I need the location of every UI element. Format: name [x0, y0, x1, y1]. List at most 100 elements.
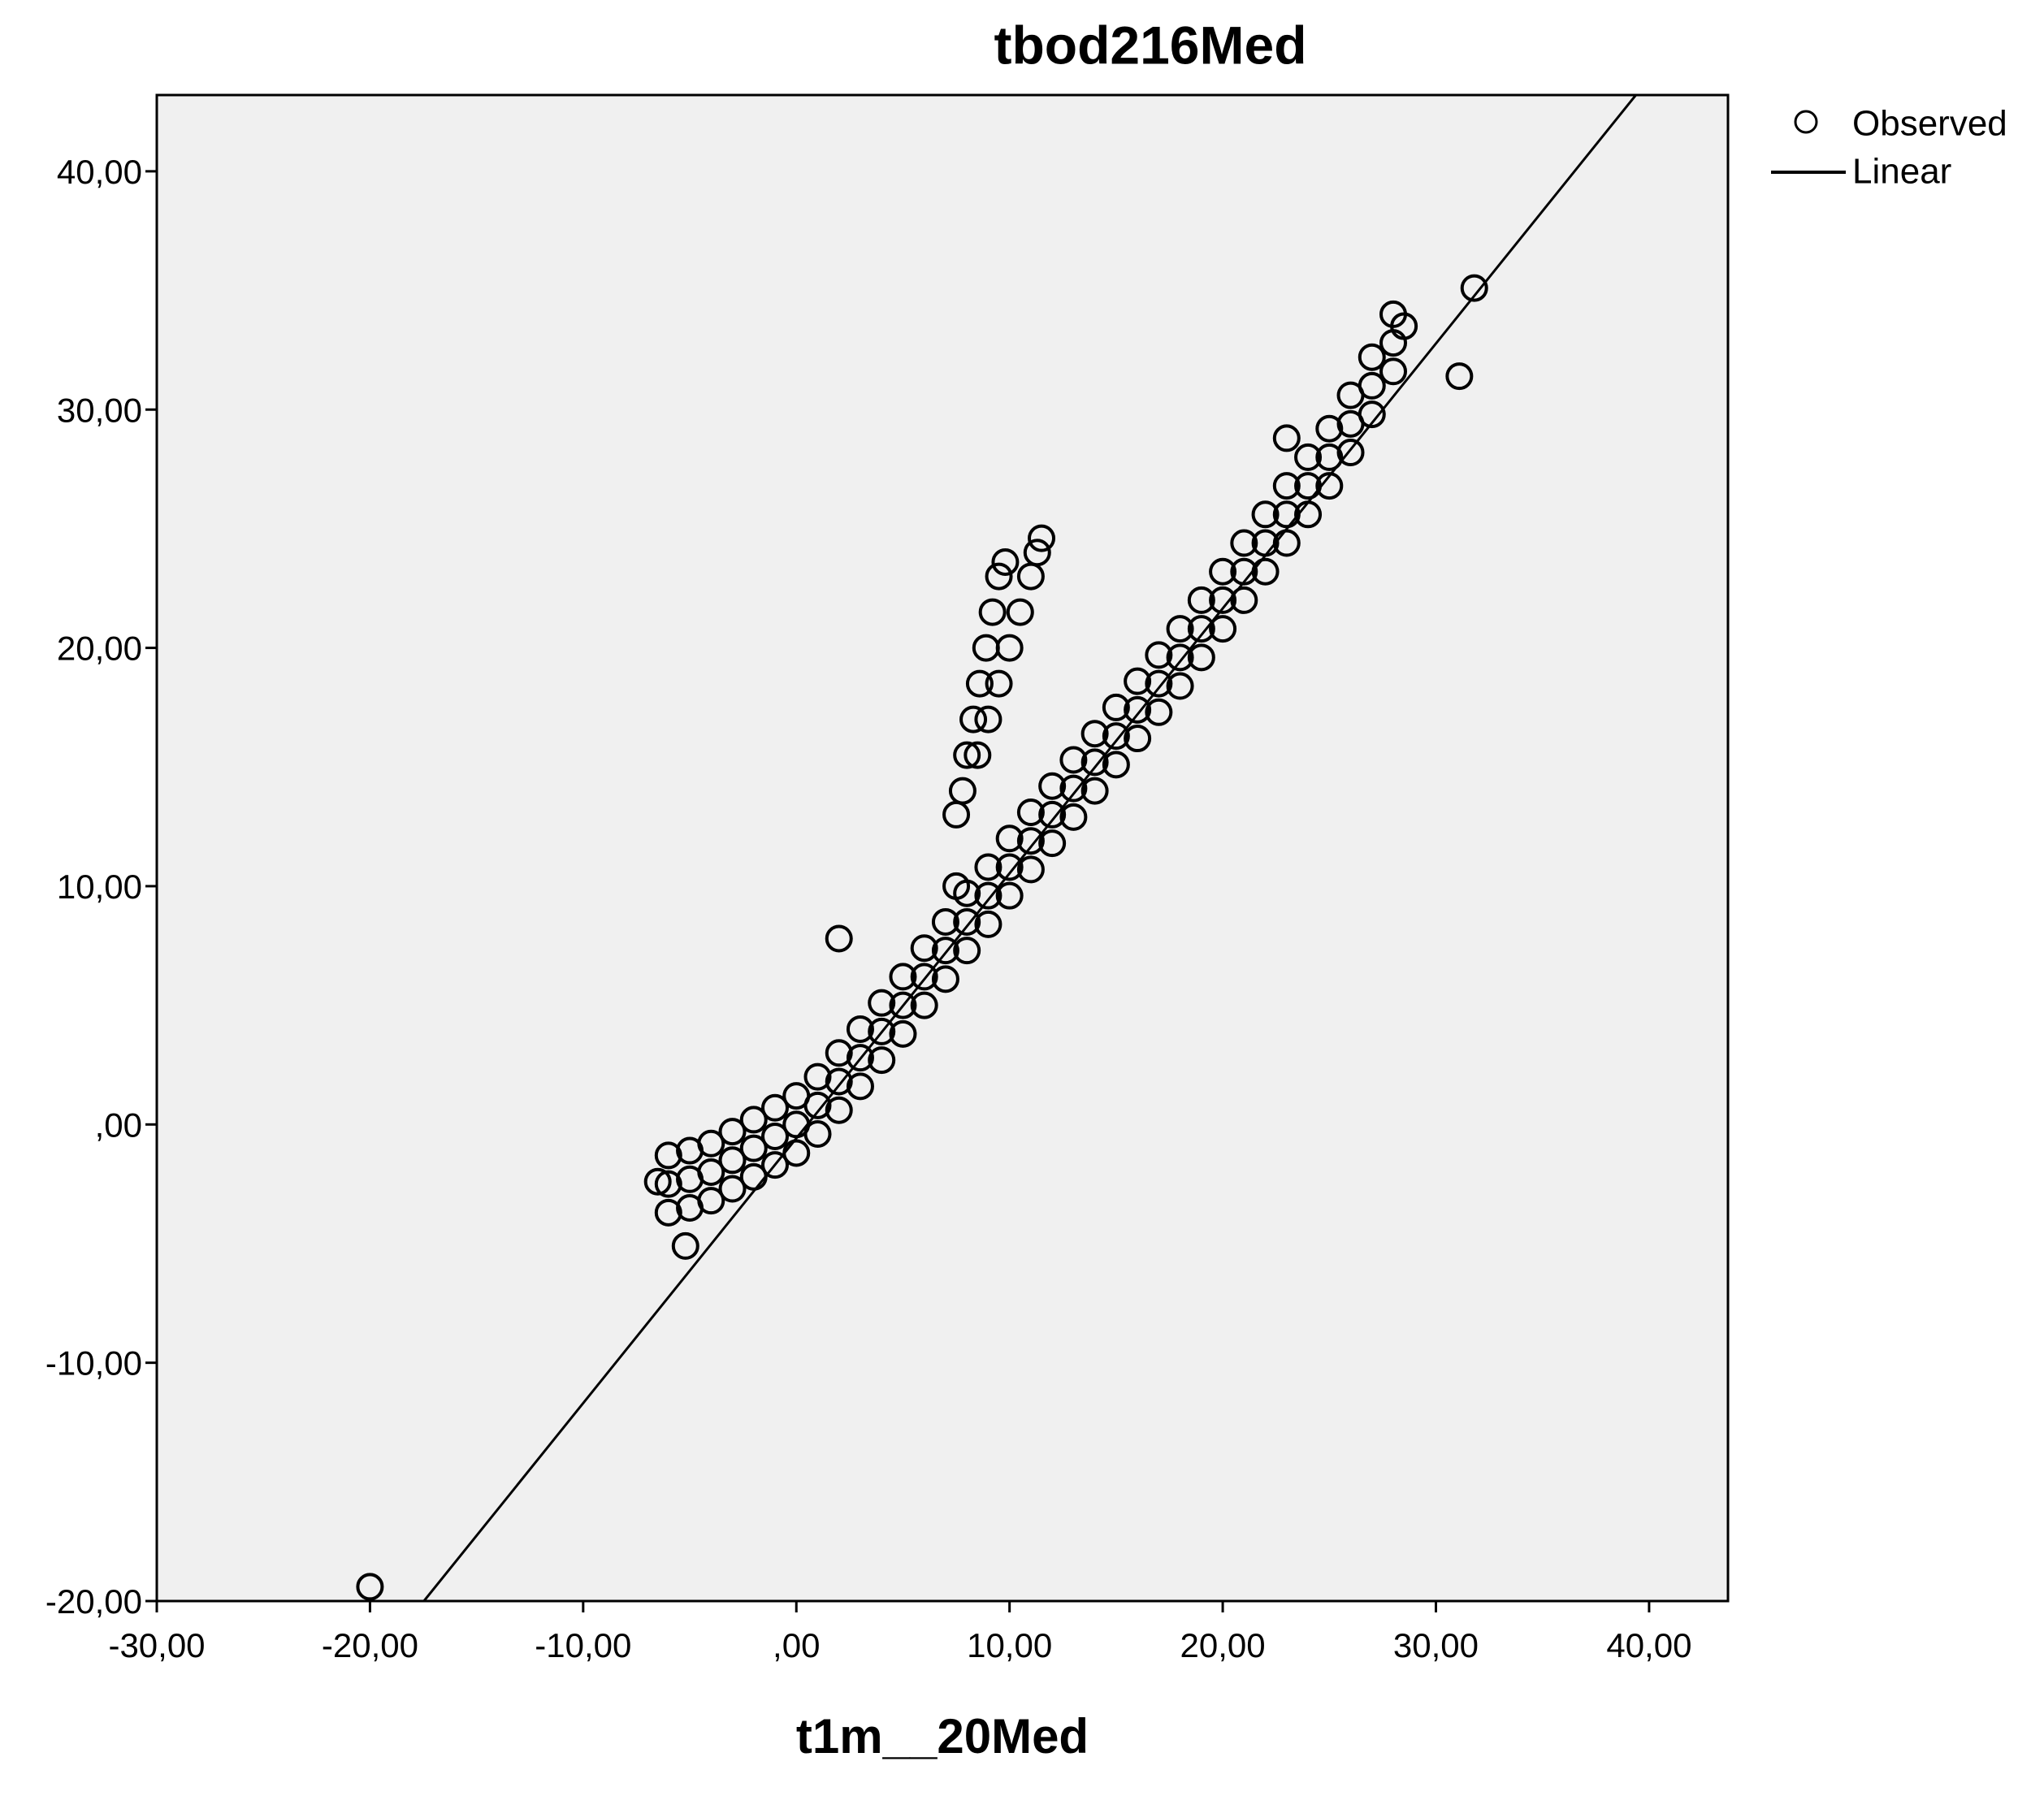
observed-point [846, 1015, 874, 1043]
observed-point [910, 934, 938, 963]
observed-point [964, 741, 992, 769]
observed-point [1315, 443, 1344, 471]
observed-point [654, 1141, 682, 1170]
observed-point [1016, 798, 1045, 826]
x-tick-label: ,00 [773, 1626, 820, 1664]
observed-point [910, 991, 938, 1019]
observed-point [1059, 746, 1088, 774]
x-tick-label: -30,00 [108, 1626, 205, 1664]
observed-point [1124, 667, 1152, 695]
marks [356, 95, 1637, 1601]
observed-point [1187, 586, 1215, 614]
observed-point [825, 924, 853, 953]
observed-point [1145, 669, 1173, 698]
observed-point [1124, 725, 1152, 753]
observed-point [953, 907, 981, 936]
x-tick-label: 30,00 [1393, 1626, 1479, 1664]
observed-point [697, 1187, 725, 1215]
observed-point [974, 881, 1003, 910]
observed-point [948, 777, 977, 805]
x-tick-label: 10,00 [967, 1626, 1052, 1664]
observed-point [931, 937, 959, 965]
observed-point [1315, 414, 1344, 443]
observed-point [697, 1129, 725, 1158]
fit-line [422, 95, 1637, 1601]
observed-point [1016, 827, 1045, 855]
observed-point [718, 1175, 747, 1203]
observed-point [1272, 424, 1301, 452]
observed-point [1230, 529, 1258, 557]
observed-point [697, 1158, 725, 1186]
observed-point [803, 1120, 832, 1149]
observed-point [1166, 643, 1194, 672]
observed-point [846, 1072, 874, 1101]
observed-point [1038, 829, 1067, 858]
observed-point [739, 1106, 768, 1134]
observed-point [1358, 343, 1386, 371]
observed-point [1294, 443, 1323, 471]
observed-point [1102, 722, 1130, 751]
y-tick-label: 30,00 [57, 391, 142, 429]
observed-point [974, 853, 1003, 881]
observed-point [1445, 362, 1474, 391]
observed-point [974, 705, 1003, 734]
observed-point [1315, 472, 1344, 500]
observed-point [739, 1134, 768, 1162]
observed-point [995, 824, 1024, 853]
observed-point [1124, 695, 1152, 724]
observed-point [1336, 439, 1365, 467]
observed-point [889, 963, 917, 991]
observed-point [931, 965, 959, 993]
observed-point [803, 1062, 832, 1091]
observed-point [1028, 524, 1056, 552]
y-tick-label: -10,00 [45, 1344, 142, 1383]
observed-point [978, 598, 1007, 626]
observed-point [356, 1573, 384, 1601]
observed-point [654, 1170, 682, 1198]
observed-point [995, 881, 1024, 910]
x-tick-label: -20,00 [322, 1626, 418, 1664]
observed-point [959, 705, 988, 734]
observed-point [1102, 693, 1130, 721]
observed-point [995, 853, 1024, 881]
y-tick-label: 40,00 [57, 153, 142, 191]
chart-title: tbod216Med [994, 15, 1306, 75]
observed-point [1145, 641, 1173, 669]
observed-point [1390, 312, 1418, 340]
x-axis-label: t1m__20Med [796, 1709, 1089, 1764]
observed-point [1080, 748, 1109, 777]
observed-point [825, 1039, 853, 1067]
plot-area [155, 93, 1730, 1603]
observed-point [931, 907, 959, 936]
observed-point [1209, 557, 1237, 586]
observed-point [1038, 800, 1067, 829]
observed-point [761, 1122, 790, 1150]
observed-point [671, 1231, 699, 1260]
observed-point [868, 1046, 896, 1075]
observed-point [1358, 400, 1386, 429]
y-tick-label: 20,00 [57, 630, 142, 668]
observed-point [1016, 855, 1045, 884]
observed-point [825, 1067, 853, 1096]
observed-point [953, 937, 981, 965]
observed-point [1059, 774, 1088, 803]
observed-point [1209, 586, 1237, 614]
observed-point [1251, 500, 1280, 529]
observed-point [1379, 357, 1408, 386]
observed-point [1230, 586, 1258, 614]
x-tick-label: 40,00 [1606, 1626, 1691, 1664]
observed-point [1272, 472, 1301, 500]
y-tick-label: -20,00 [45, 1582, 142, 1621]
observed-point [868, 989, 896, 1017]
y-tick-label: 10,00 [57, 868, 142, 906]
observed-point [1038, 772, 1067, 800]
observed-point [1059, 803, 1088, 831]
observed-point [974, 910, 1003, 938]
observed-point [942, 872, 971, 900]
legend-label: Observed [1852, 104, 2007, 144]
observed-point [953, 741, 981, 769]
y-tick-label: ,00 [95, 1106, 142, 1144]
observed-point [1080, 720, 1109, 748]
legend-label: Linear [1852, 152, 1951, 192]
observed-point [1166, 615, 1194, 643]
